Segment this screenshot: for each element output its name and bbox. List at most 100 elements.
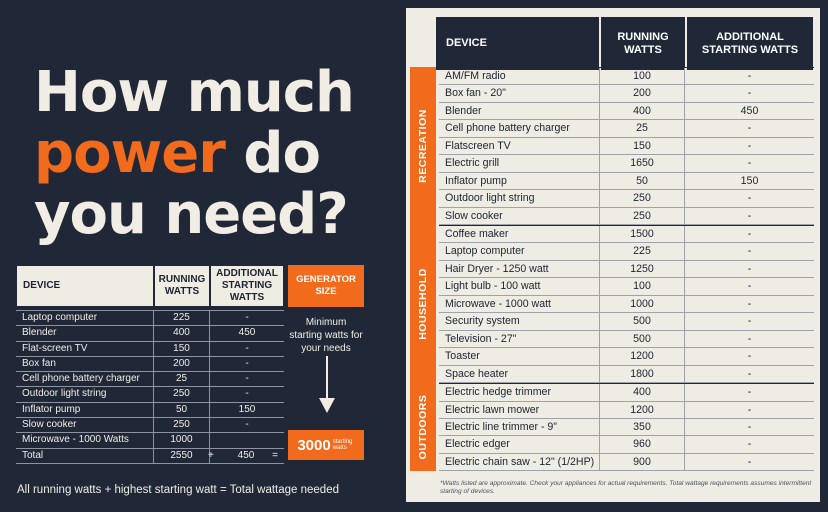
running-watts-cell: 350: [600, 418, 685, 436]
headline: How much power do you need?: [34, 62, 374, 245]
device-cell: Hair Dryer - 1250 watt: [439, 260, 600, 278]
device-cell: Box fan: [16, 356, 154, 372]
table-row: Outdoor light string 250 -: [16, 387, 284, 403]
total-running: 2550: [154, 448, 210, 463]
table-row: Coffee maker 1500 -: [439, 226, 814, 244]
running-watts-cell: 250: [154, 418, 210, 433]
table-row: Inflator pump 50 150: [16, 402, 284, 419]
total-starting: 450: [237, 449, 255, 461]
category-name: HOUSEHOLD: [417, 268, 429, 340]
running-watts-cell: 1000: [600, 295, 685, 313]
example-table-header: DEVICE RUNNING WATTS ADDITIONAL STARTING…: [16, 265, 284, 307]
starting-watts-cell: -: [747, 315, 752, 328]
plus-sign: +: [208, 449, 214, 461]
example-header-running: RUNNING WATTS: [154, 265, 210, 307]
category-label: RECREATION: [410, 67, 436, 226]
starting-watts-cell: -: [747, 87, 752, 100]
generator-size-header: GENERATOR SIZE: [288, 265, 364, 307]
starting-watts-cell: -: [245, 342, 249, 354]
running-watts-cell: 50: [600, 172, 685, 190]
running-watts-cell: 50: [154, 402, 210, 418]
table-row: Outdoor light string 250 -: [439, 190, 814, 208]
arrow-down-icon: [319, 356, 335, 413]
reference-panel: DEVICE RUNNING WATTS ADDITIONAL STARTING…: [406, 8, 820, 502]
table-row: Hair Dryer - 1250 watt 1250 -: [439, 260, 814, 279]
starting-watts-cell: -: [747, 192, 752, 205]
running-watts-cell: 200: [600, 85, 685, 102]
starting-watts-cell: -: [747, 297, 752, 310]
device-cell: Microwave - 1000 watt: [439, 295, 600, 313]
starting-watts-cell: -: [747, 367, 752, 380]
table-row: Cell phone battery charger 25 -: [439, 120, 814, 138]
category-label: OUTDOORS: [410, 383, 436, 472]
category-group: RECREATION AM/FM radio 100- Box fan - 20" 20…: [410, 67, 814, 226]
running-watts-cell: 500: [600, 313, 685, 330]
total-starting-group: +450 =: [208, 449, 284, 463]
device-cell: Flat-screen TV: [16, 341, 154, 356]
table-row: Television - 27" 500 -: [439, 330, 814, 349]
starting-watts-cell: 150: [740, 174, 759, 187]
headline-line2: power do: [34, 123, 374, 184]
running-watts-cell: 960: [600, 436, 685, 453]
running-watts-cell: 400: [600, 384, 685, 401]
headline-line3: you need?: [34, 182, 349, 247]
device-cell: Inflator pump: [16, 402, 154, 418]
category-name: OUTDOORS: [417, 394, 429, 460]
starting-watts-cell: -: [245, 373, 249, 385]
device-cell: Toaster: [439, 348, 600, 365]
running-watts-cell: 150: [600, 137, 685, 155]
running-watts-cell: 1650: [600, 155, 685, 172]
starting-watts-cell: -: [747, 420, 752, 433]
device-cell: Slow cooker: [439, 207, 600, 224]
table-row: Electric grill 1650 -: [439, 155, 814, 173]
starting-watts-cell: -: [747, 455, 752, 468]
table-row: Security system 500 -: [439, 313, 814, 331]
example-table-body: Laptop computer 225 - Blender 400 450 Flat-scr…: [16, 310, 284, 464]
table-row: Blender 400 450: [439, 102, 814, 121]
device-cell: Electric line trimmer - 9": [439, 418, 600, 436]
table-row: Electric edger 960 -: [439, 436, 814, 454]
starting-watts-cell: -: [245, 312, 249, 323]
category-group: HOUSEHOLD Coffee maker 1500- Laptop compute…: [410, 225, 814, 384]
starting-watts-cell: -: [747, 332, 752, 345]
starting-watts-cell: 450: [740, 104, 759, 117]
table-row: Light bulb - 100 watt 100 -: [439, 278, 814, 296]
running-watts-cell: 1200: [600, 401, 685, 418]
generator-result-unit: starting watts: [332, 439, 353, 451]
device-cell: Microwave - 1000 Watts: [16, 433, 154, 448]
table-row: Slow cooker 250 -: [439, 207, 814, 225]
table-row: Slow cooker 250 -: [16, 418, 284, 434]
running-watts-cell: 1000: [154, 433, 210, 448]
table-row: Box fan 200 -: [16, 356, 284, 373]
starting-watts-cell: -: [747, 262, 752, 275]
device-cell: Security system: [439, 313, 600, 330]
starting-watts-cell: -: [747, 157, 752, 170]
table-row: Electric line trimmer - 9" 350 -: [439, 418, 814, 437]
table-row: Blender 400 450: [16, 326, 284, 342]
category-rows: AM/FM radio 100- Box fan - 20" 200- Blender 4…: [439, 67, 814, 225]
table-row: Box fan - 20" 200 -: [439, 85, 814, 103]
starting-watts-cell: -: [245, 357, 249, 369]
device-cell: Space heater: [439, 365, 600, 382]
starting-watts-cell: -: [747, 350, 752, 363]
starting-watts-cell: -: [245, 388, 249, 400]
starting-watts-cell: -: [747, 438, 752, 451]
starting-watts-cell: 150: [238, 403, 256, 415]
running-watts-cell: 100: [600, 278, 685, 295]
device-cell: Laptop computer: [439, 243, 600, 260]
starting-watts-cell: -: [747, 70, 752, 82]
table-row: Cell phone battery charger 25 -: [16, 372, 284, 388]
starting-watts-cell: -: [747, 228, 752, 241]
device-cell: Box fan - 20": [439, 85, 600, 102]
running-watts-cell: 25: [154, 372, 210, 387]
example-header-starting: ADDITIONAL STARTING WATTS: [210, 265, 284, 307]
footnote: *Watts listed are approximate. Check you…: [440, 480, 812, 495]
table-row: Space heater 1800 -: [439, 365, 814, 383]
device-cell: Laptop computer: [16, 311, 154, 326]
reference-header-device: DEVICE: [436, 17, 599, 70]
running-watts-cell: 25: [600, 120, 685, 137]
device-cell: Electric hedge trimmer: [439, 384, 600, 401]
headline-line1: How much: [34, 60, 355, 125]
example-table: DEVICE RUNNING WATTS ADDITIONAL STARTING…: [16, 265, 284, 464]
table-row: Laptop computer 225 -: [439, 243, 814, 261]
